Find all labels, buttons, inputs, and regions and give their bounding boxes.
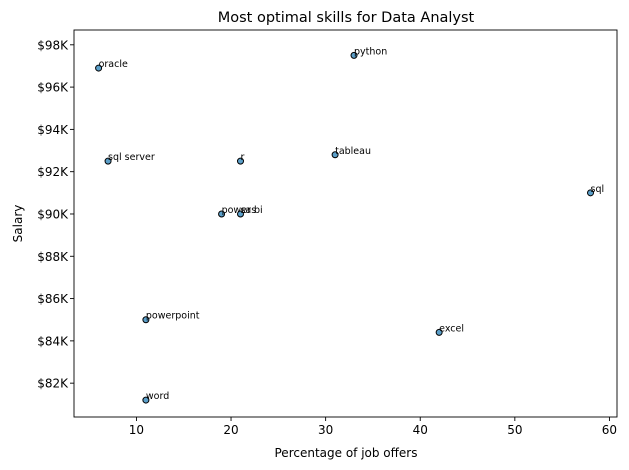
scatter-point — [142, 316, 150, 324]
point-label: sql — [591, 184, 605, 195]
point-label: sql server — [108, 152, 155, 163]
scatter-point — [435, 328, 443, 336]
scatter-point — [236, 157, 244, 165]
scatter-point — [587, 189, 595, 197]
y-tick-label: $86K — [37, 292, 69, 306]
y-tick-label: $92K — [37, 165, 69, 179]
point-label: power bi — [222, 205, 263, 216]
point-label: word — [146, 391, 169, 402]
x-tick-label: 60 — [602, 423, 617, 437]
point-label: excel — [439, 323, 464, 334]
x-axis-label: Percentage of job offers — [275, 446, 418, 460]
scatter-point — [104, 157, 112, 165]
scatter-point — [142, 396, 150, 404]
scatter-point — [331, 151, 339, 159]
point-label: powerpoint — [146, 311, 200, 322]
y-tick-label: $90K — [37, 207, 69, 221]
y-tick-label: $96K — [37, 81, 69, 95]
x-tick-label: 40 — [413, 423, 428, 437]
x-tick-label: 20 — [223, 423, 238, 437]
plot-area: oracle python sql server r tableau sql power b… — [95, 46, 605, 404]
scatter-point — [95, 64, 103, 72]
point-label: python — [354, 46, 387, 57]
point-label: r — [240, 152, 244, 163]
y-tick-label: $94K — [37, 123, 69, 137]
y-tick-label: $88K — [37, 250, 69, 264]
x-tick-label: 10 — [129, 423, 144, 437]
scatter-point — [218, 210, 226, 218]
chart-title: Most optimal skills for Data Analyst — [218, 10, 475, 26]
scatter-point — [236, 210, 244, 218]
point-label: tableau — [335, 146, 371, 157]
x-axis: 10 20 30 40 50 60 — [129, 417, 617, 437]
y-tick-label: $82K — [37, 377, 69, 391]
y-axis-label: Salary — [11, 205, 25, 243]
y-tick-label: $98K — [37, 38, 69, 52]
y-tick-label: $84K — [37, 334, 69, 348]
x-tick-label: 50 — [507, 423, 522, 437]
point-label: oracle — [99, 59, 128, 70]
x-tick-label: 30 — [318, 423, 333, 437]
y-axis: $82K $84K $86K $88K $90K $92K $94K $96K $98K — [37, 38, 74, 391]
scatter-point — [350, 51, 358, 59]
plot-frame — [73, 29, 618, 418]
point-label: sas — [240, 205, 256, 216]
